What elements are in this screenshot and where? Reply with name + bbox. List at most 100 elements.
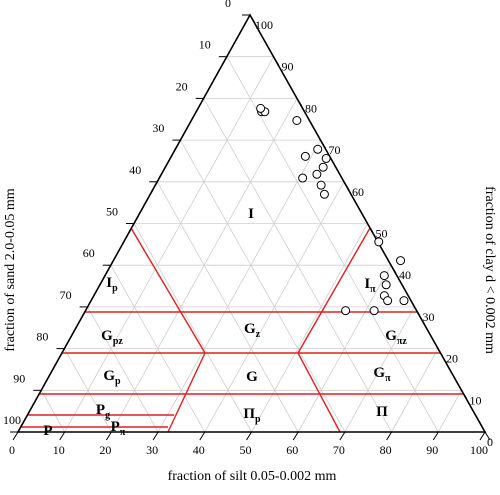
tick-mark <box>320 139 326 149</box>
region-name: G <box>101 328 113 344</box>
grid-line <box>226 56 439 433</box>
x-tick-label: 100 <box>470 443 488 457</box>
data-point <box>321 153 331 163</box>
region-name: G <box>103 368 115 384</box>
boundary-line <box>297 352 341 433</box>
region-label: I <box>248 206 254 222</box>
region-subscript: z <box>256 329 261 340</box>
right-tick-label: 10 <box>470 393 482 407</box>
tick-mark <box>437 348 444 357</box>
data-point <box>312 169 322 179</box>
grid-line <box>180 139 346 433</box>
tick-mark <box>292 431 299 441</box>
boundary-line <box>297 227 371 354</box>
ticks: 0 10 20 30 40 50 60 70 80 90 100010203040506070809… <box>3 0 493 457</box>
region-name: G <box>385 328 397 344</box>
left-tick-label: 100 <box>3 413 21 427</box>
right-tick-label: 50 <box>376 227 388 241</box>
right-axis-title: fraction of clay d < 0.002 mm <box>482 186 497 354</box>
tick-mark <box>414 306 420 316</box>
region-name: P <box>111 419 120 435</box>
tick-mark <box>343 181 350 191</box>
x-tick-label: 80 <box>380 443 392 457</box>
region-name: G <box>244 321 256 337</box>
tick-mark <box>390 264 397 274</box>
tick-mark <box>367 223 373 232</box>
region-label: Pg <box>96 402 110 421</box>
tick-mark <box>59 431 66 441</box>
tick-mark <box>105 431 112 441</box>
right-tick-label: 0 <box>487 435 493 449</box>
tick-mark <box>386 431 393 441</box>
right-tick-label: 40 <box>399 268 411 282</box>
data-point <box>341 306 351 316</box>
tick-mark <box>479 431 486 441</box>
left-tick-label: 0 <box>225 0 231 10</box>
region-name: I <box>248 206 254 222</box>
region-label: Ip <box>106 275 118 294</box>
tick-mark <box>12 431 19 441</box>
data-point <box>298 173 308 183</box>
tick-mark <box>484 431 491 441</box>
x-tick-label: 70 <box>333 443 345 457</box>
data-point <box>318 162 328 172</box>
region-name: G <box>246 369 258 385</box>
boundary-line <box>167 352 206 433</box>
left-tick-label: 20 <box>176 79 188 93</box>
region-name: I <box>364 276 370 292</box>
region-label: Iπ <box>364 276 376 295</box>
region-name: P <box>96 402 105 418</box>
right-tick-label: 100 <box>255 18 273 32</box>
left-axis-title: fraction of sand 2.0-0.05 mm <box>3 188 18 351</box>
data-point <box>316 180 326 190</box>
region-subscript: π <box>370 284 376 295</box>
data-point <box>300 151 310 161</box>
left-tick-label: 80 <box>36 330 48 344</box>
data-point <box>313 144 323 154</box>
grid-line <box>87 306 159 433</box>
data-point <box>292 116 302 126</box>
tick-mark <box>432 431 439 441</box>
tick-mark <box>199 431 206 441</box>
data-point <box>256 103 266 113</box>
region-name: G <box>373 365 385 381</box>
grid-line <box>344 306 415 433</box>
region-boundaries <box>20 227 464 433</box>
x-tick-label: 40 <box>193 443 205 457</box>
x-tick-label: 0 <box>9 443 15 457</box>
x-tick-label: 50 <box>240 443 252 457</box>
boundary-line <box>130 227 206 354</box>
left-tick-label: 60 <box>83 246 95 260</box>
tick-mark <box>273 56 279 65</box>
data-point <box>374 237 384 247</box>
region-label: P <box>43 423 52 439</box>
region-subscript: pz <box>113 336 124 347</box>
region-name: Π <box>376 404 388 420</box>
region-name: I <box>106 275 112 291</box>
data-point <box>383 296 393 306</box>
region-name: Π <box>243 406 255 422</box>
region-name: P <box>43 423 52 439</box>
region-label: Pπ <box>111 419 126 438</box>
left-tick-label: 70 <box>60 288 72 302</box>
x-tick-label: 30 <box>146 443 158 457</box>
x-tick-label: 10 <box>53 443 65 457</box>
data-point <box>369 306 379 316</box>
region-subscript: p <box>115 376 121 387</box>
right-tick-label: 80 <box>305 101 317 115</box>
region-label: Gz <box>244 321 261 340</box>
data-point <box>319 189 329 199</box>
right-tick-label: 20 <box>446 352 458 366</box>
x-tick-label: 90 <box>426 443 438 457</box>
data-point <box>381 280 391 290</box>
x-tick-label: 20 <box>99 443 111 457</box>
region-subscript: π <box>120 427 126 438</box>
tick-mark <box>249 14 256 24</box>
right-tick-label: 70 <box>329 143 341 157</box>
grid-line <box>157 139 321 433</box>
left-tick-label: 10 <box>199 38 211 52</box>
tick-mark <box>296 98 303 107</box>
left-tick-label: 30 <box>152 121 164 135</box>
grid-line <box>64 56 274 433</box>
